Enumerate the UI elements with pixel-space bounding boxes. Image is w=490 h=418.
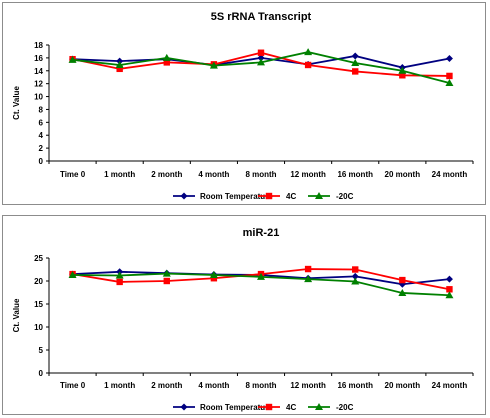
data-point [68, 271, 77, 279]
chart-panel-5s-rrna: 5S rRNA Transcript Ct. Value 0 2 4 6 8 10 12 14 16… [2, 2, 486, 205]
legend-label: -20C [336, 403, 354, 412]
data-point [351, 272, 359, 280]
data-point [445, 79, 454, 87]
y-axis-label: Ct. Value [12, 298, 21, 332]
data-point [304, 48, 313, 56]
x-tick-label: 20 month [385, 170, 421, 179]
y-tick-label: 12 [34, 80, 43, 89]
legend-marker [315, 192, 323, 199]
x-tick-label: 16 month [337, 170, 373, 179]
y-tick-label: 0 [39, 157, 44, 166]
y-tick-label: 20 [34, 277, 43, 286]
legend-label: Room Temperature [200, 192, 273, 201]
data-point [209, 271, 218, 279]
y-tick-label: 0 [39, 369, 44, 378]
x-tick-label: Time 0 [60, 170, 86, 179]
data-point [115, 271, 124, 279]
data-point [399, 72, 406, 79]
y-tick-label: 6 [39, 118, 44, 127]
data-point [352, 68, 359, 75]
series-20c [68, 48, 454, 87]
chart-title: 5S rRNA Transcript [211, 11, 312, 23]
data-point [257, 54, 265, 62]
data-point [398, 288, 407, 296]
x-tick-label: 24 month [432, 381, 468, 390]
data-point [446, 72, 453, 80]
data-point [68, 55, 77, 63]
data-point [257, 49, 265, 56]
data-point [351, 277, 360, 285]
legend: Room Temperature 4C -20C [173, 192, 354, 201]
y-tick-label: 14 [34, 67, 43, 76]
data-point [116, 65, 123, 73]
chart-panel-mir-21: miR-21 Ct. Value 0 5 10 15 20 25 Time 0 1 month 2 … [2, 215, 486, 415]
x-tick-label: 16 month [337, 381, 373, 390]
chart-title: miR-21 [243, 227, 280, 239]
x-tick-label: 8 month [245, 170, 276, 179]
data-point [163, 59, 170, 66]
y-axis-label: Ct. Value [12, 86, 21, 120]
data-point [209, 61, 218, 69]
legend-marker [180, 192, 188, 200]
data-point [398, 66, 407, 74]
data-point [304, 61, 312, 69]
x-tick-label: 8 month [245, 381, 276, 390]
y-tick-label: 10 [34, 323, 43, 332]
y-tick-label: 2 [39, 144, 44, 153]
data-point [115, 60, 124, 68]
data-point [445, 291, 454, 299]
legend-label: 4C [286, 192, 296, 201]
series-20c [68, 269, 454, 299]
legend-marker [315, 403, 323, 410]
x-tick-label: 2 month [151, 170, 182, 179]
x-tick-label: 1 month [104, 170, 135, 179]
y-tick-label: 16 [34, 54, 43, 63]
data-point [351, 59, 360, 67]
data-point [446, 286, 453, 293]
y-tick-label: 8 [39, 105, 44, 114]
legend: Room Temperature 4C -20C [173, 403, 354, 412]
y-tick-label: 25 [34, 254, 43, 263]
y-tick-label: 10 [34, 93, 43, 102]
legend-marker [180, 403, 188, 411]
x-tick-label: Time 0 [60, 381, 86, 390]
data-point [351, 52, 359, 60]
legend-marker [265, 403, 273, 411]
x-tick-label: 2 month [151, 381, 182, 390]
data-point [257, 58, 265, 66]
legend-label: 4C [286, 403, 296, 412]
x-tick-label: 4 month [198, 170, 229, 179]
y-tick-label: 5 [39, 346, 44, 355]
data-point [257, 272, 265, 280]
data-point [116, 278, 123, 286]
y-tick-label: 15 [34, 300, 43, 309]
data-point [445, 55, 453, 63]
x-tick-label: 1 month [104, 381, 135, 390]
x-tick-label: 12 month [290, 381, 326, 390]
chart-svg-5s-rrna: 5S rRNA Transcript Ct. Value 0 2 4 6 8 10 12 14 16… [12, 11, 474, 201]
data-point [162, 53, 171, 61]
data-point [445, 275, 453, 283]
data-point [163, 277, 170, 285]
chart-svg-mir-21: miR-21 Ct. Value 0 5 10 15 20 25 Time 0 1 month 2 … [12, 227, 474, 412]
data-point [304, 275, 313, 283]
data-point [210, 275, 218, 282]
y-tick-label: 4 [39, 131, 44, 140]
x-tick-label: 12 month [290, 170, 326, 179]
legend-marker [265, 192, 273, 200]
x-tick-label: 4 month [198, 381, 229, 390]
data-point [352, 266, 359, 273]
x-tick-label: 24 month [432, 170, 468, 179]
data-point [304, 265, 312, 273]
legend-label: -20C [336, 192, 354, 201]
y-tick-label: 18 [34, 41, 43, 50]
data-point [162, 269, 171, 277]
data-point [399, 276, 406, 284]
x-tick-label: 20 month [385, 381, 421, 390]
legend-label: Room Temperature [200, 403, 273, 412]
